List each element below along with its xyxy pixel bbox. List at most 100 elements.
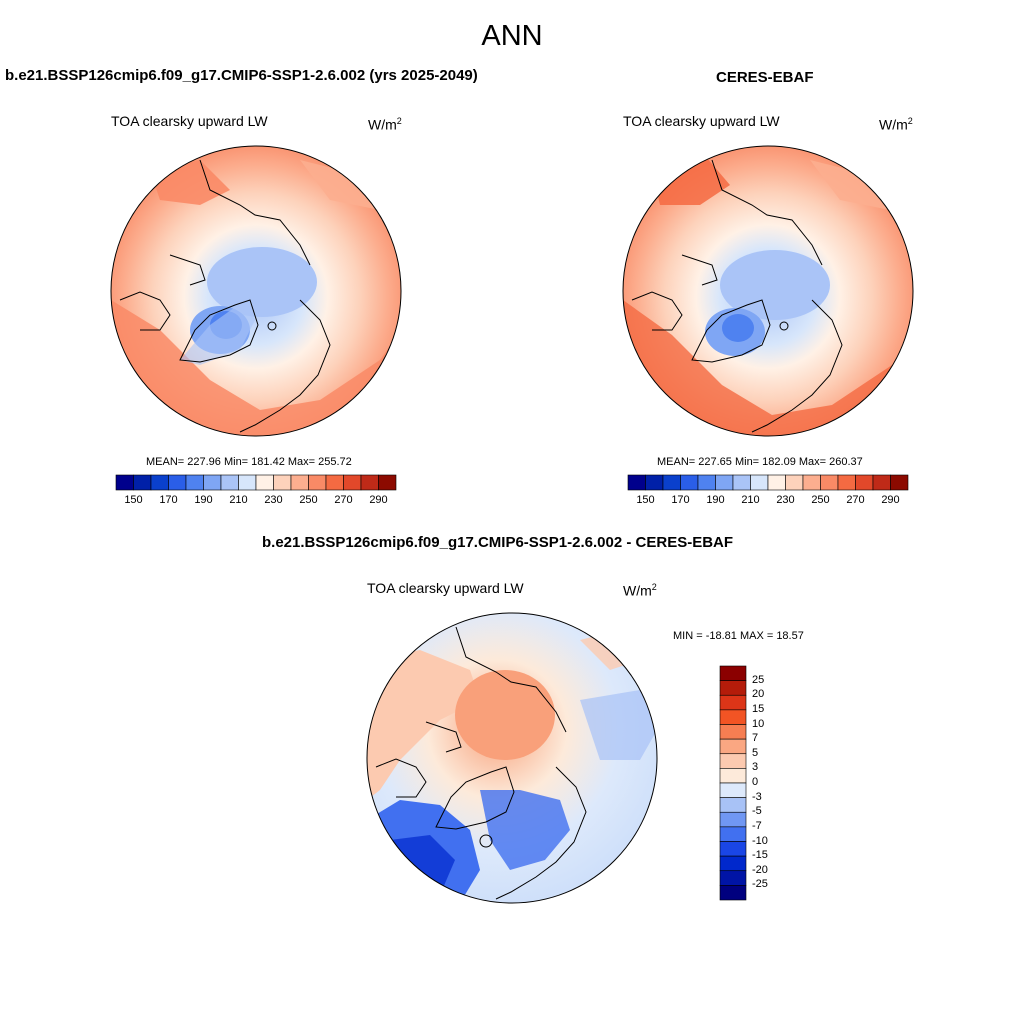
colorbar-swatch <box>168 474 187 491</box>
colorbar-tick-label: -25 <box>752 878 768 891</box>
colorbar-swatch <box>378 474 397 491</box>
colorbar-tick-label: 20 <box>752 688 765 701</box>
main-title: ANN <box>481 20 543 52</box>
diff-panel-title: b.e21.BSSP126cmip6.f09_g17.CMIP6-SSP1-2.… <box>262 534 734 551</box>
colorbar-tick-label: 25 <box>752 673 765 686</box>
colorbar-tick-label: -10 <box>752 834 768 847</box>
colorbar-swatch <box>732 474 751 491</box>
colorbar-swatch <box>719 665 747 681</box>
colorbar-tick-label: -7 <box>752 819 762 832</box>
colorbar-swatch <box>837 474 856 491</box>
colorbar-swatch <box>203 474 222 491</box>
colorbar-swatch <box>719 753 747 769</box>
colorbar-tick-label: 230 <box>264 494 283 506</box>
colorbar-tick-label: 250 <box>811 494 830 506</box>
model-stats: MEAN= 227.96 Min= 181.42 Max= 255.72 <box>146 456 352 468</box>
obs-variable-label: TOA clearsky upward LW <box>623 113 780 129</box>
colorbar-tick-label: 0 <box>752 776 759 788</box>
colorbar-tick-label: 150 <box>636 494 655 506</box>
colorbar-swatch <box>890 474 909 491</box>
obs-colorbar <box>627 474 909 491</box>
colorbar-swatch <box>785 474 804 491</box>
colorbar-swatch <box>238 474 257 491</box>
colorbar-swatch <box>343 474 362 491</box>
colorbar-swatch <box>719 694 747 711</box>
colorbar-tick-label: 270 <box>334 494 353 506</box>
model-units-label: W/m2 <box>368 116 402 133</box>
diff-colorbar <box>719 665 747 901</box>
model-map <box>111 146 401 436</box>
model-variable-label: TOA clearsky upward LW <box>111 113 268 129</box>
colorbar-tick-label: 190 <box>194 494 213 506</box>
diff-map-border <box>366 612 658 904</box>
colorbar-tick-label: 10 <box>752 717 765 730</box>
colorbar-tick-label: 3 <box>752 761 759 774</box>
colorbar-swatch <box>750 474 769 491</box>
colorbar-tick-label: 290 <box>369 494 388 506</box>
diff-coastlines <box>375 626 587 900</box>
diff-map <box>367 613 657 903</box>
model-colorbar <box>115 474 397 491</box>
obs-units-label: W/m2 <box>879 116 913 133</box>
obs-map-border <box>622 145 914 437</box>
colorbar-tick-label: 250 <box>299 494 318 506</box>
colorbar-tick-label: 210 <box>741 494 760 506</box>
diff-units-label: W/m2 <box>623 582 657 599</box>
colorbar-swatch <box>715 474 734 491</box>
colorbar-swatch <box>133 474 152 491</box>
model-map-border <box>110 145 402 437</box>
colorbar-swatch <box>220 474 239 491</box>
colorbar-swatch <box>627 474 646 491</box>
colorbar-swatch <box>719 724 747 740</box>
colorbar-swatch <box>719 709 747 725</box>
obs-map <box>623 146 913 436</box>
colorbar-swatch <box>719 680 747 696</box>
colorbar-tick-label: -15 <box>752 849 768 862</box>
colorbar-swatch <box>255 474 274 491</box>
colorbar-swatch <box>719 870 747 886</box>
obs-panel-title: CERES-EBAF <box>716 69 814 86</box>
colorbar-tick-label: -20 <box>752 863 768 876</box>
diff-stats: MIN = -18.81 MAX = 18.57 <box>673 630 804 642</box>
colorbar-tick-label: 150 <box>124 494 143 506</box>
colorbar-swatch <box>150 474 169 491</box>
colorbar-swatch <box>719 782 747 798</box>
colorbar-swatch <box>719 768 747 784</box>
colorbar-swatch <box>662 474 681 491</box>
colorbar-swatch <box>360 474 379 491</box>
colorbar-swatch <box>680 474 699 491</box>
colorbar-tick-label: 270 <box>846 494 865 506</box>
colorbar-tick-label: 170 <box>671 494 690 506</box>
colorbar-tick-label: 170 <box>159 494 178 506</box>
colorbar-swatch <box>697 474 716 491</box>
colorbar-tick-label: 7 <box>752 732 759 745</box>
obs-stats: MEAN= 227.65 Min= 182.09 Max= 260.37 <box>657 456 863 468</box>
model-panel-title: b.e21.BSSP126cmip6.f09_g17.CMIP6-SSP1-2.… <box>5 67 478 84</box>
colorbar-tick-label: 290 <box>881 494 900 506</box>
obs-coastlines <box>631 159 843 433</box>
colorbar-tick-label: 230 <box>776 494 795 506</box>
colorbar-tick-label: 190 <box>706 494 725 506</box>
colorbar-swatch <box>185 474 204 491</box>
colorbar-swatch <box>767 474 786 491</box>
colorbar-swatch <box>645 474 664 491</box>
colorbar-tick-label: -3 <box>752 790 762 803</box>
colorbar-swatch <box>719 885 747 901</box>
colorbar-swatch <box>802 474 821 491</box>
colorbar-tick-label: 5 <box>752 746 759 759</box>
diff-variable-label: TOA clearsky upward LW <box>367 580 524 596</box>
colorbar-swatch <box>719 826 747 842</box>
colorbar-swatch <box>719 855 747 872</box>
colorbar-swatch <box>308 474 327 491</box>
colorbar-swatch <box>115 474 134 491</box>
colorbar-tick-label: 15 <box>752 702 765 715</box>
colorbar-swatch <box>273 474 292 491</box>
colorbar-swatch <box>872 474 891 491</box>
colorbar-swatch <box>719 841 747 857</box>
colorbar-swatch <box>290 474 309 491</box>
colorbar-tick-label: -5 <box>752 805 762 818</box>
colorbar-swatch <box>820 474 839 491</box>
model-coastlines <box>119 159 331 433</box>
colorbar-swatch <box>719 811 747 828</box>
